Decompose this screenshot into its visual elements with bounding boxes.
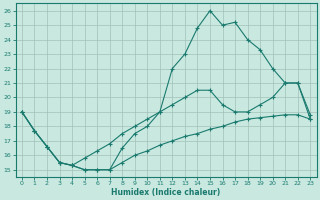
X-axis label: Humidex (Indice chaleur): Humidex (Indice chaleur) bbox=[111, 188, 221, 197]
